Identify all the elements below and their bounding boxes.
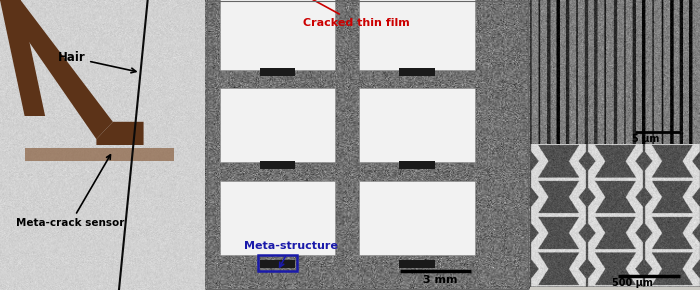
Text: Meta-crack sensor: Meta-crack sensor [16, 155, 125, 228]
Bar [260, 260, 295, 268]
Polygon shape [0, 0, 45, 116]
Bar [399, 260, 435, 268]
Text: 500 μm: 500 μm [612, 278, 652, 288]
Bar [359, 0, 475, 70]
Bar [399, 161, 435, 169]
Bar [220, 181, 335, 255]
Bar [260, 161, 295, 169]
Bar [359, 181, 475, 255]
Polygon shape [0, 0, 113, 139]
Text: Cracked thin film: Cracked thin film [281, 0, 410, 28]
Bar [399, 68, 435, 76]
Text: 5 μm: 5 μm [632, 134, 659, 144]
Bar [258, 255, 297, 271]
Polygon shape [25, 148, 174, 161]
Polygon shape [97, 122, 144, 145]
Text: 3 mm: 3 mm [423, 275, 457, 285]
Bar [359, 88, 475, 162]
Text: Meta-structure: Meta-structure [244, 241, 338, 267]
Bar [220, 88, 335, 162]
Bar [260, 68, 295, 76]
Bar [220, 0, 335, 70]
Text: Hair: Hair [57, 51, 136, 73]
